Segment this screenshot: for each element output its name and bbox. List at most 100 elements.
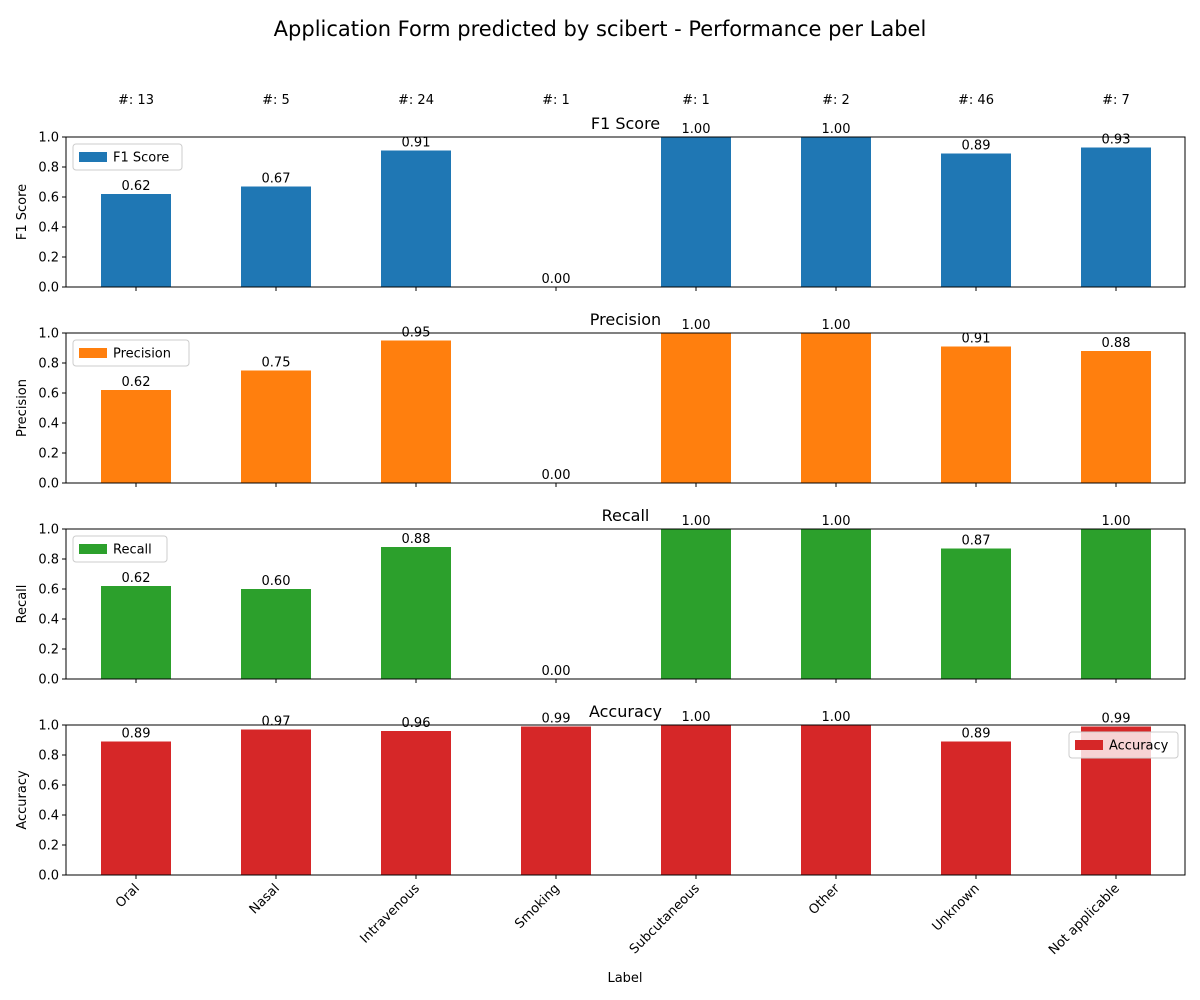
y-tick-label: 0.0 <box>38 869 59 884</box>
bar-recall-not-applicable <box>1081 529 1151 679</box>
y-tick-label: 0.2 <box>38 251 59 266</box>
y-tick-label: 0.0 <box>38 673 59 688</box>
x-axis-ticks: Oral Nasal Intravenous Smoking Subcutaneous O… <box>113 881 1123 958</box>
value-label-precision-oral: 0.62 <box>122 375 151 390</box>
y-axis-label-precision: Precision <box>15 379 30 437</box>
plot-frame-accuracy <box>65 724 1186 876</box>
bar-accuracy-nasal <box>241 729 311 875</box>
bar-f1-score-other <box>801 137 871 287</box>
y-tick-label: 1.0 <box>38 131 59 146</box>
y-tick-label: 0.2 <box>38 447 59 462</box>
y-tick-label: 0.0 <box>38 281 59 296</box>
value-label-accuracy-not-applicable: 0.99 <box>1102 712 1131 727</box>
value-label-accuracy-other: 1.00 <box>822 710 851 725</box>
panel-title-recall: Recall <box>602 506 650 525</box>
bar-precision-nasal <box>241 370 311 483</box>
bar-recall-oral <box>101 586 171 679</box>
legend-f1-score: F1 Score <box>72 143 183 171</box>
bar-accuracy-other <box>801 725 871 875</box>
bar-precision-intravenous <box>381 340 451 483</box>
legend-box <box>72 143 183 171</box>
bar-precision-other <box>801 333 871 483</box>
legend-box <box>72 339 190 367</box>
value-label-recall-subcutaneous: 1.00 <box>682 514 711 529</box>
count-label-oral: #: 13 <box>118 93 154 108</box>
x-tick-label-intravenous: Intravenous <box>357 881 422 946</box>
value-label-recall-nasal: 0.60 <box>262 574 291 589</box>
bar-recall-unknown <box>941 548 1011 679</box>
y-tick-label: 0.8 <box>38 357 59 372</box>
bar-f1-score-oral <box>101 194 171 287</box>
chart-title: Application Form predicted by scibert - … <box>274 17 927 41</box>
y-axis-label-accuracy: Accuracy <box>15 770 30 830</box>
bar-precision-subcutaneous <box>661 333 731 483</box>
bar-accuracy-oral <box>101 741 171 875</box>
bar-f1-score-unknown <box>941 153 1011 287</box>
bar-precision-not-applicable <box>1081 351 1151 483</box>
legend-swatch-recall <box>79 544 107 554</box>
bar-recall-other <box>801 529 871 679</box>
y-tick-label: 0.6 <box>38 583 59 598</box>
x-tick-label-other: Other <box>806 881 843 918</box>
y-tick-label: 0.8 <box>38 161 59 176</box>
legend-recall: Recall <box>72 535 168 563</box>
legend-accuracy: Accuracy <box>1068 731 1179 759</box>
x-tick-label-subcutaneous: Subcutaneous <box>627 881 703 957</box>
legend-label-accuracy: Accuracy <box>1109 739 1169 754</box>
y-tick-label: 0.4 <box>38 809 59 824</box>
count-label-other: #: 2 <box>822 93 850 108</box>
legend-box <box>1068 731 1179 759</box>
value-label-accuracy-subcutaneous: 1.00 <box>682 710 711 725</box>
panel-title-f1-score: F1 Score <box>591 114 660 133</box>
x-tick-label-oral: Oral <box>113 881 143 911</box>
value-label-f1-score-smoking: 0.00 <box>542 272 571 287</box>
bar-accuracy-unknown <box>941 741 1011 875</box>
legend-label-recall: Recall <box>113 543 152 558</box>
y-tick-label: 0.4 <box>38 613 59 628</box>
bar-accuracy-intravenous <box>381 731 451 875</box>
value-label-accuracy-oral: 0.89 <box>122 727 151 742</box>
x-tick-label-smoking: Smoking <box>512 881 563 932</box>
value-label-recall-unknown: 0.87 <box>962 534 991 549</box>
y-axis-label-recall: Recall <box>15 585 30 624</box>
value-label-recall-smoking: 0.00 <box>542 664 571 679</box>
y-tick-label: 0.2 <box>38 839 59 854</box>
bar-recall-subcutaneous <box>661 529 731 679</box>
value-label-accuracy-intravenous: 0.96 <box>402 716 431 731</box>
value-label-f1-score-nasal: 0.67 <box>262 172 291 187</box>
bar-f1-score-not-applicable <box>1081 147 1151 287</box>
plot-frame-recall <box>65 528 1186 680</box>
legend-swatch-f1-score <box>79 152 107 162</box>
value-label-precision-unknown: 0.91 <box>962 332 991 347</box>
x-tick-label-not-applicable: Not applicable <box>1046 881 1123 958</box>
panel-title-precision: Precision <box>590 310 661 329</box>
panel-f1-score: 0.62 0.67 0.91 0.00 1.00 1.00 0.89 0.93 0.0 0.2 0.… <box>15 114 1186 296</box>
y-tick-label: 1.0 <box>38 327 59 342</box>
y-tick-label: 0.4 <box>38 221 59 236</box>
value-label-accuracy-smoking: 0.99 <box>542 712 571 727</box>
value-label-recall-not-applicable: 1.00 <box>1102 514 1131 529</box>
bar-f1-score-subcutaneous <box>661 137 731 287</box>
y-tick-label: 0.6 <box>38 191 59 206</box>
y-tick-label: 0.2 <box>38 643 59 658</box>
y-axis-label-f1-score: F1 Score <box>15 184 30 240</box>
value-label-f1-score-subcutaneous: 1.00 <box>682 122 711 137</box>
y-tick-label: 0.6 <box>38 779 59 794</box>
value-label-f1-score-other: 1.00 <box>822 122 851 137</box>
value-label-f1-score-not-applicable: 0.93 <box>1102 133 1131 148</box>
value-label-recall-other: 1.00 <box>822 514 851 529</box>
bar-recall-intravenous <box>381 547 451 679</box>
count-labels: #: 13 #: 5 #: 24 #: 1 #: 1 #: 2 #: 46 #: 7 <box>118 93 1130 108</box>
value-label-recall-intravenous: 0.88 <box>402 532 431 547</box>
count-label-unknown: #: 46 <box>958 93 994 108</box>
value-label-precision-subcutaneous: 1.00 <box>682 318 711 333</box>
plot-frame-precision <box>65 332 1186 484</box>
bar-accuracy-subcutaneous <box>661 725 731 875</box>
x-tick-label-unknown: Unknown <box>930 881 983 934</box>
y-tick-label: 0.8 <box>38 749 59 764</box>
legend-swatch-accuracy <box>1075 740 1103 750</box>
y-tick-label: 0.6 <box>38 387 59 402</box>
value-label-precision-nasal: 0.75 <box>262 356 291 371</box>
count-label-nasal: #: 5 <box>262 93 290 108</box>
